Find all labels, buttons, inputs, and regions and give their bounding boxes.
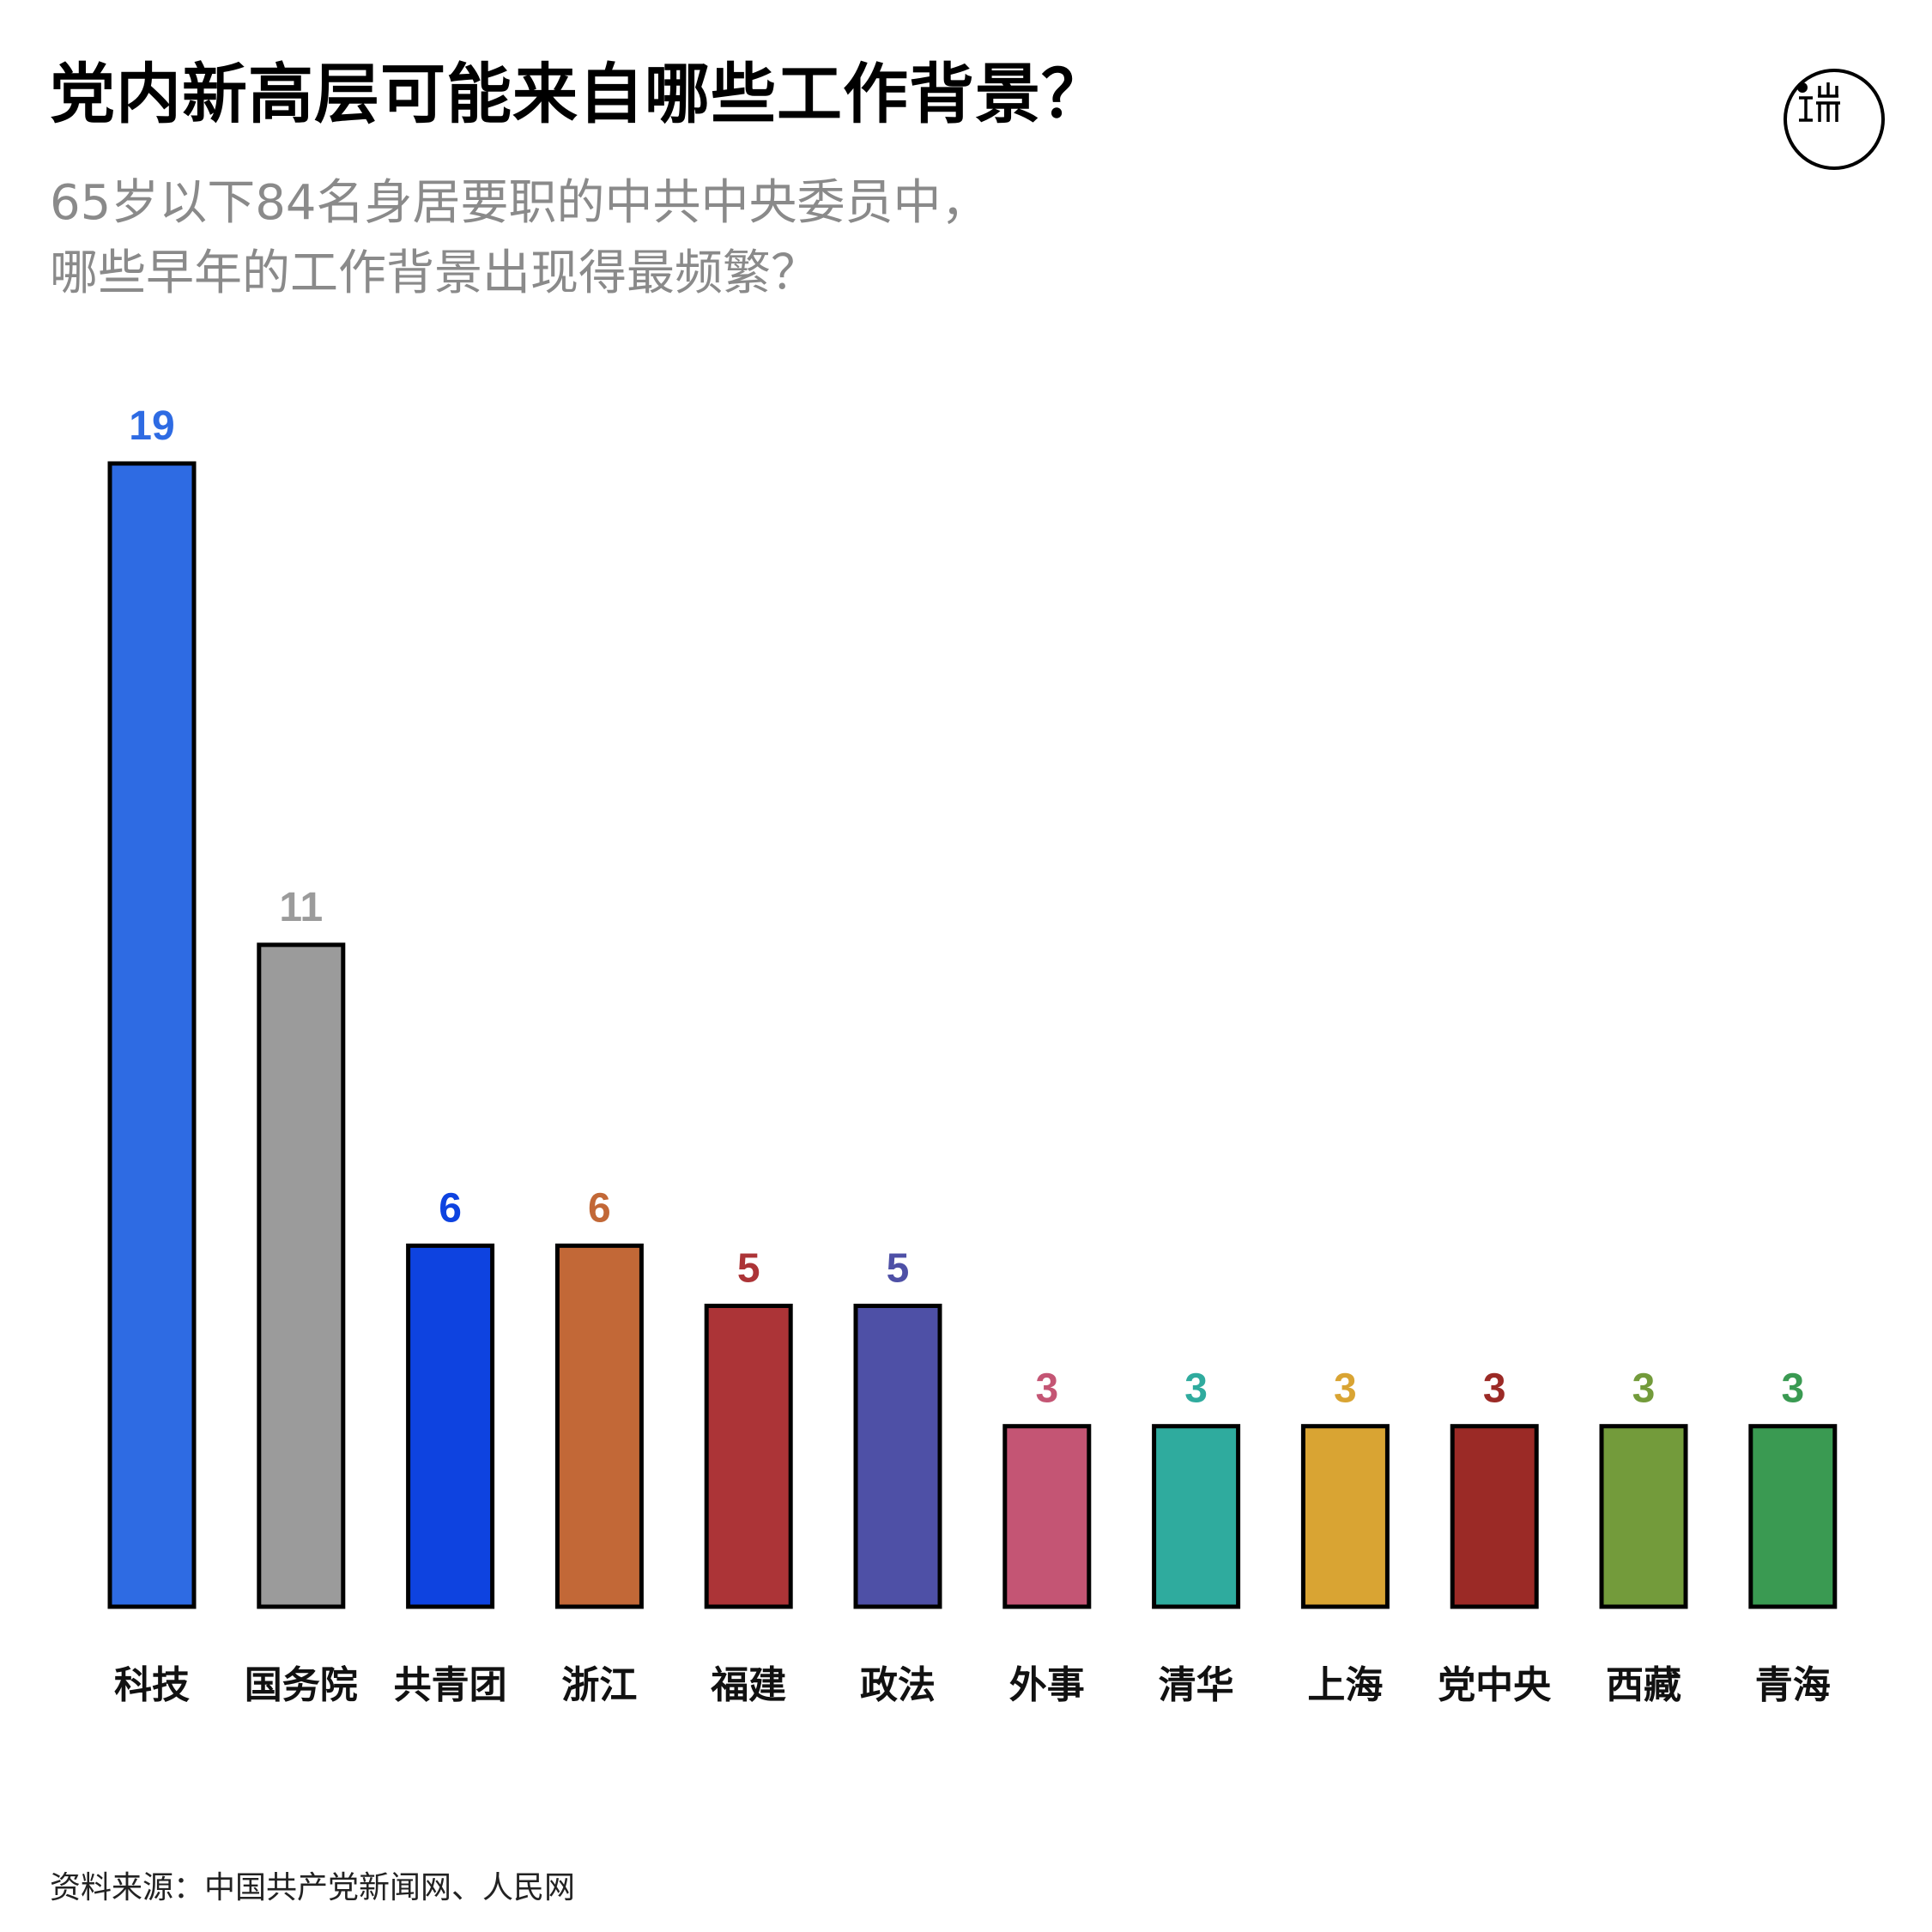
bar-5 bbox=[704, 1303, 793, 1609]
category-label-6: 政法 bbox=[860, 1663, 936, 1707]
subtitle-line-1: 65岁以下84名身居要职的中共中央委员中， bbox=[50, 175, 990, 231]
bar-4 bbox=[554, 1243, 644, 1609]
source-note: 资料来源：中国共产党新闻网、人民网 bbox=[50, 1870, 576, 1905]
category-label-3: 共青团 bbox=[394, 1663, 507, 1707]
bar-11 bbox=[1599, 1424, 1688, 1609]
bar-7 bbox=[1002, 1424, 1092, 1609]
category-label-11: 西藏 bbox=[1606, 1663, 1681, 1707]
value-label-8: 3 bbox=[1184, 1366, 1208, 1412]
bar-12 bbox=[1748, 1424, 1838, 1609]
value-label-3: 6 bbox=[439, 1185, 462, 1231]
category-label-1: 科技 bbox=[114, 1663, 190, 1707]
bar-10 bbox=[1450, 1424, 1539, 1609]
value-label-12: 3 bbox=[1781, 1366, 1804, 1412]
category-label-9: 上海 bbox=[1307, 1663, 1383, 1707]
initium-logo-icon bbox=[1784, 69, 1885, 170]
value-label-6: 5 bbox=[887, 1245, 910, 1291]
category-label-5: 福建 bbox=[710, 1663, 786, 1707]
value-label-1: 19 bbox=[129, 403, 174, 449]
value-label-11: 3 bbox=[1632, 1366, 1656, 1412]
bar-2 bbox=[257, 942, 346, 1609]
value-label-2: 11 bbox=[279, 885, 323, 930]
bar-1 bbox=[107, 461, 197, 1609]
category-label-4: 浙江 bbox=[561, 1663, 637, 1707]
category-label-12: 青海 bbox=[1755, 1663, 1831, 1707]
category-label-8: 清华 bbox=[1159, 1663, 1234, 1707]
value-label-10: 3 bbox=[1483, 1366, 1506, 1412]
value-label-7: 3 bbox=[1035, 1366, 1058, 1412]
value-label-4: 6 bbox=[588, 1185, 611, 1231]
bar-9 bbox=[1300, 1424, 1390, 1609]
value-label-9: 3 bbox=[1334, 1366, 1357, 1412]
chart-title: 党内新高层可能来自哪些工作背景？ bbox=[50, 56, 1107, 132]
bar-8 bbox=[1152, 1424, 1241, 1609]
category-label-10: 党中央 bbox=[1438, 1663, 1552, 1707]
value-label-5: 5 bbox=[737, 1245, 760, 1291]
category-label-2: 国务院 bbox=[245, 1663, 358, 1707]
bar-6 bbox=[853, 1303, 942, 1609]
category-label-7: 外事 bbox=[1009, 1663, 1085, 1707]
subtitle-line-2: 哪些早年的工作背景出现得最频繁？ bbox=[50, 245, 819, 301]
bar-3 bbox=[406, 1243, 495, 1609]
chart-subtitle: 65岁以下84名身居要职的中共中央委员中， 哪些早年的工作背景出现得最频繁？ bbox=[50, 168, 990, 309]
